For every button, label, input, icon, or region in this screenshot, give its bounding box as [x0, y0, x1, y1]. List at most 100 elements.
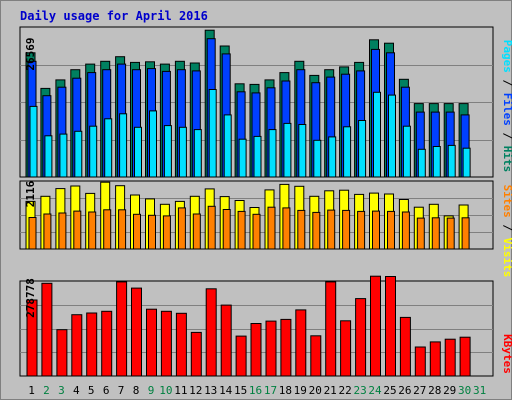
kbytes-bar: [265, 320, 277, 377]
pages-bar: [373, 91, 381, 178]
kbytes-bar: [220, 304, 232, 377]
day-label: 12: [189, 384, 202, 397]
bar-marks: [25, 29, 471, 377]
pages-bar: [223, 114, 232, 178]
sites-bar: [88, 211, 97, 250]
kbytes-bar: [160, 310, 172, 377]
sites-bar: [327, 209, 336, 250]
kbytes-bar: [370, 275, 381, 377]
sites-bar: [282, 207, 291, 250]
sites-bar: [118, 209, 127, 250]
legend-kbytes: KBytes: [501, 334, 512, 374]
x-axis-day-labels: 1 2 3 4 5 6 7 8 9 10 11 12 13 14 15 16 17 18 19 20 21 22 23 24 2…: [28, 384, 486, 397]
panel2-legend: Sites / Visits: [501, 185, 512, 278]
pages-bar: [358, 120, 367, 178]
day-label: 5: [88, 384, 95, 397]
pages-bar: [328, 136, 337, 178]
day-label: 7: [118, 384, 125, 397]
kbytes-bar: [385, 276, 396, 377]
pages-bar: [417, 148, 426, 178]
day-label: 25: [383, 384, 396, 397]
day-label: 10: [159, 384, 172, 397]
day-label: 3: [58, 384, 65, 397]
panel2-max-label: 2116: [24, 180, 37, 207]
day-label: 4: [73, 384, 80, 397]
pages-bar: [447, 144, 456, 178]
kbytes-bar: [399, 316, 411, 377]
sites-bar: [387, 210, 395, 250]
pages-bar: [313, 139, 322, 178]
pages-bar: [134, 126, 142, 178]
day-label: 21: [324, 384, 337, 397]
pages-bar: [178, 126, 187, 178]
pages-bar: [193, 129, 202, 178]
day-label: 1: [28, 384, 35, 397]
pages-bar: [208, 89, 217, 178]
pages-bar: [402, 125, 411, 178]
legend-separator: /: [501, 218, 512, 238]
pages-bar: [253, 135, 262, 178]
sites-bar: [357, 210, 366, 250]
sites-bar: [148, 214, 156, 250]
sites-bar: [297, 209, 306, 250]
day-label: 27: [413, 384, 426, 397]
kbytes-bar: [190, 331, 202, 377]
pages-bar: [104, 118, 113, 178]
day-label: 8: [133, 384, 140, 397]
sites-bar: [252, 213, 261, 250]
panel3-max-label: 278778: [24, 278, 37, 318]
sites-bar: [162, 215, 171, 250]
day-label: 23: [353, 384, 366, 397]
sites-bar: [222, 209, 231, 250]
sites-bar: [103, 209, 112, 250]
pages-bar: [163, 125, 172, 178]
kbytes-bar: [280, 318, 292, 377]
sites-bar: [446, 217, 455, 250]
day-label: 26: [398, 384, 411, 397]
pages-bar: [149, 110, 157, 178]
sites-bar: [177, 207, 186, 250]
day-label: 29: [443, 384, 456, 397]
pages-bar: [74, 130, 83, 178]
pages-bar: [343, 126, 352, 178]
day-label: 2: [43, 384, 50, 397]
sites-bar: [342, 209, 351, 250]
kbytes-bar: [71, 314, 83, 377]
legend-separator: /: [501, 73, 512, 93]
kbytes-bar: [131, 287, 142, 377]
legend-hits: Hits: [501, 146, 512, 173]
day-label: 18: [279, 384, 292, 397]
kbytes-bar: [429, 341, 441, 377]
sites-bar: [58, 212, 67, 250]
pages-bar: [283, 122, 292, 178]
kbytes-bar: [101, 310, 113, 377]
day-label: 16: [249, 384, 262, 397]
legend-pages: Pages: [501, 40, 512, 73]
sites-bar: [267, 206, 276, 250]
pages-bar: [388, 94, 396, 178]
day-label: 22: [338, 384, 351, 397]
sites-bar: [312, 211, 321, 250]
kbytes-bar: [444, 338, 456, 377]
day-label: 24: [368, 384, 382, 397]
pages-bar: [44, 135, 53, 178]
kbytes-bar: [250, 323, 262, 377]
legend-separator: /: [501, 126, 512, 146]
day-label: 14: [219, 384, 233, 397]
kbytes-bar: [205, 288, 217, 377]
day-label: 17: [264, 384, 277, 397]
sites-bar: [372, 210, 380, 250]
kbytes-bar: [355, 298, 367, 377]
kbytes-bar: [340, 320, 352, 377]
day-label: 11: [174, 384, 187, 397]
kbytes-bar: [175, 312, 187, 377]
legend-visits: Visits: [501, 238, 512, 278]
kbytes-bar: [26, 299, 38, 377]
kbytes-bar: [414, 346, 426, 377]
kbytes-bar: [86, 312, 98, 377]
panel1-legend: Pages / Files / Hits: [501, 40, 512, 173]
sites-bar: [133, 213, 141, 250]
day-label: 13: [204, 384, 217, 397]
